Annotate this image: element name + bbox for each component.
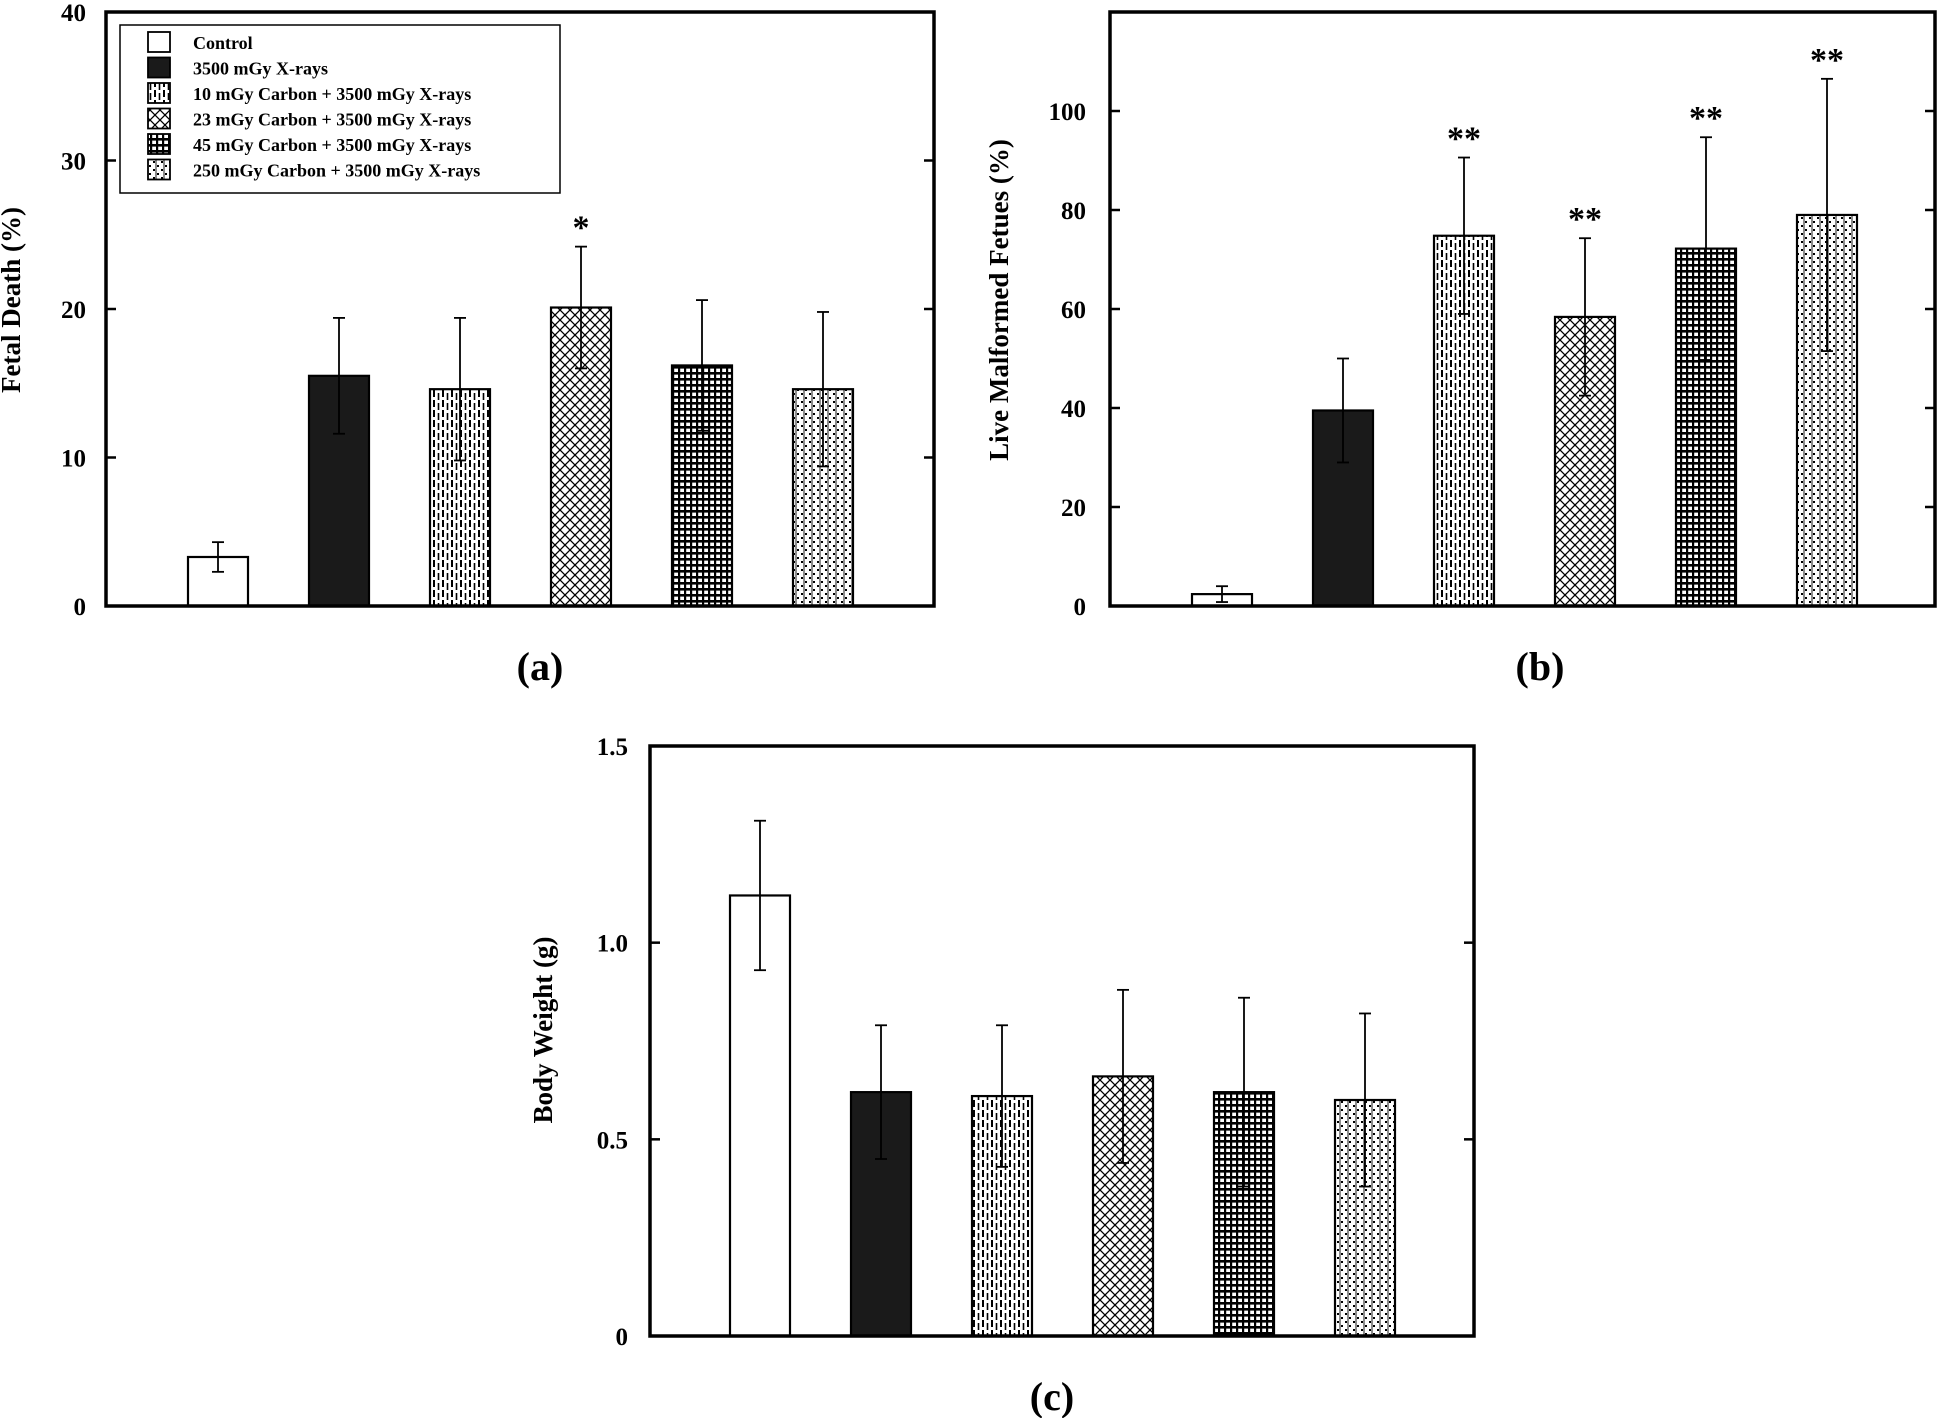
y-tick-label: 20 <box>1061 495 1086 522</box>
legend-label: 250 mGy Carbon + 3500 mGy X-rays <box>193 161 480 181</box>
legend-label: 23 mGy Carbon + 3500 mGy X-rays <box>193 110 471 130</box>
significance-label: * <box>573 210 590 247</box>
significance-label: ** <box>1810 42 1844 79</box>
y-tick-label: 1.5 <box>597 734 628 761</box>
legend-box <box>119 24 561 194</box>
y-tick-label: 0 <box>616 1324 629 1351</box>
y-tick-label: 10 <box>61 446 86 473</box>
y-tick-label: 40 <box>1061 396 1086 423</box>
y-tick-label: 0 <box>74 594 87 621</box>
panel-a: * 0 10 20 30 40 Fetal Death (%) (a) Control 3500 … <box>0 0 936 689</box>
legend-swatch <box>147 107 171 130</box>
y-tick-label: 100 <box>1049 99 1087 126</box>
y-tick-label: 0 <box>1074 594 1087 621</box>
y-axis-label: Body Weight (g) <box>528 936 558 1123</box>
y-axis-label: Fetal Death (%) <box>0 207 26 393</box>
legend-swatch <box>147 56 171 79</box>
legend-swatch <box>147 31 171 53</box>
y-tick-label: 60 <box>1061 297 1086 324</box>
legend-label: Control <box>193 33 253 53</box>
y-tick-label: 80 <box>1061 198 1086 225</box>
y-tick-label: 30 <box>61 149 86 176</box>
legend-swatch <box>147 82 171 104</box>
significance-label: ** <box>1689 100 1723 137</box>
legend: Control 3500 mGy X-rays 10 mGy Carbon + 35… <box>119 24 561 194</box>
panel-label: (b) <box>1516 644 1565 689</box>
legend-label: 3500 mGy X-rays <box>193 59 328 79</box>
plot-frame <box>648 744 1476 1338</box>
y-tick-label: 1.0 <box>597 931 628 958</box>
panel-c: 0 0.5 1.0 1.5 Body Weight (g) (c) <box>528 734 1476 1418</box>
y-tick-label: 40 <box>61 0 86 27</box>
legend-swatch <box>147 133 171 155</box>
panel-label: (a) <box>517 644 564 689</box>
legend-swatch <box>147 158 171 181</box>
legend-label: 45 mGy Carbon + 3500 mGy X-rays <box>193 135 471 155</box>
y-axis-label: Live Malformed Fetues (%) <box>984 139 1014 461</box>
y-tick-label: 20 <box>61 297 86 324</box>
panel-label: (c) <box>1030 1374 1074 1418</box>
legend-label: 10 mGy Carbon + 3500 mGy X-rays <box>193 84 471 104</box>
y-tick-label: 0.5 <box>597 1127 628 1154</box>
panel-b: ** ** ** ** 0 20 40 60 80 100 Live Malformed Fetue… <box>984 10 1937 689</box>
significance-label: ** <box>1568 201 1602 238</box>
significance-label: ** <box>1447 121 1481 158</box>
